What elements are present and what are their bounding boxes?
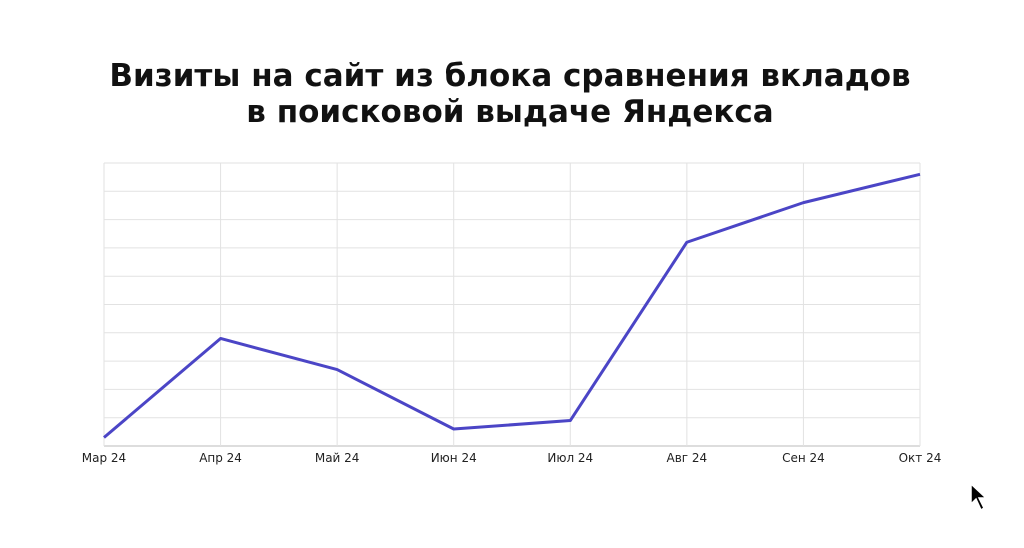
x-tick-label: Авг 24 xyxy=(667,451,708,465)
plot-area: Мар 24 Апр 24 Май 24 Июн 24 Июл 24 Авг 24 Сен … xyxy=(82,162,942,465)
x-tick-label: Июн 24 xyxy=(431,451,477,465)
chart-title: в поисковой выдаче Яндекса xyxy=(246,94,773,130)
line-series xyxy=(103,172,921,439)
x-tick-label: Сен 24 xyxy=(782,451,825,465)
x-tick-label: Июл 24 xyxy=(547,451,593,465)
chart-title: Визиты на сайт из блока сравнения вкладо… xyxy=(109,58,910,94)
x-tick-label: Окт 24 xyxy=(899,451,942,465)
x-tick-label: Мар 24 xyxy=(82,451,126,465)
cursor xyxy=(970,482,988,512)
x-tick-label: Апр 24 xyxy=(199,451,242,465)
x-tick-label: Май 24 xyxy=(315,451,360,465)
